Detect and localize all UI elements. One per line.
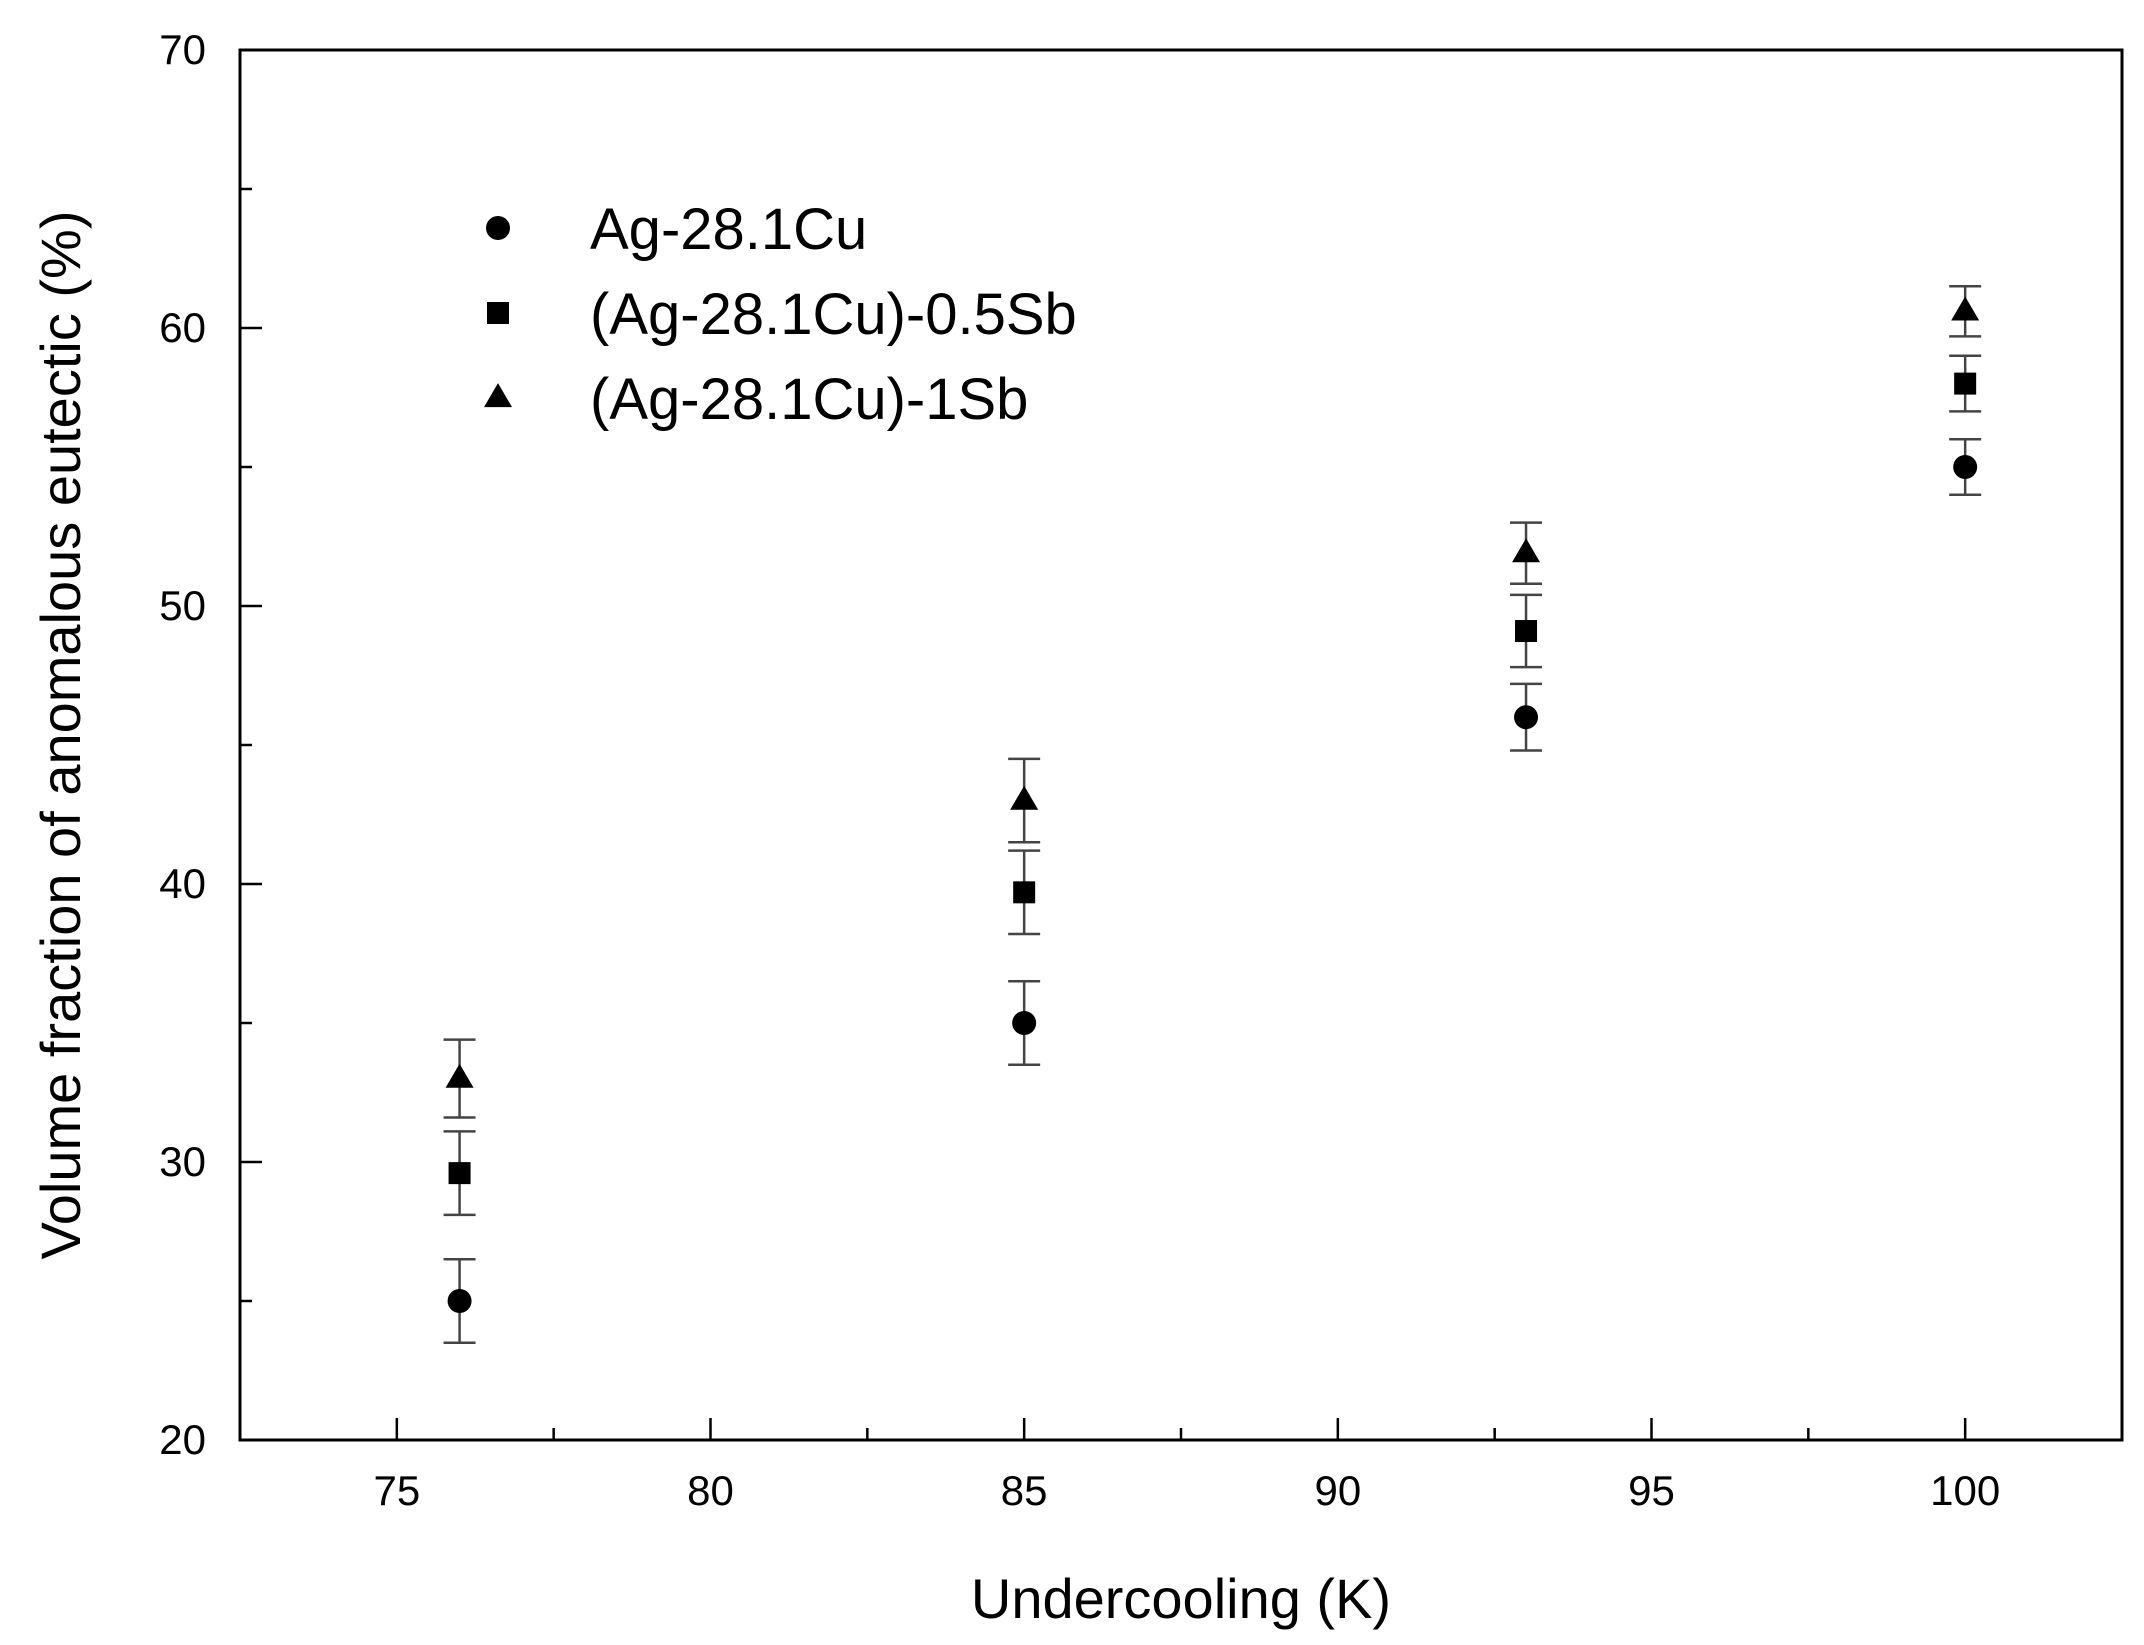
plot-border [238, 48, 2124, 1442]
x-tick-label: 75 [373, 1467, 420, 1514]
y-tick-label: 70 [159, 26, 206, 73]
square-point [1013, 881, 1036, 904]
y-tick-label: 50 [159, 582, 206, 629]
legend-entry: (Ag-28.1Cu)-1Sb [590, 367, 1028, 432]
triangle-point [445, 1063, 474, 1088]
plot-frame [238, 48, 2124, 1442]
x-axis-label: Undercooling (K) [971, 1567, 1391, 1630]
square-point [1954, 372, 1977, 395]
x-tick-label: 100 [1930, 1467, 2000, 1514]
triangle-point [1512, 538, 1541, 563]
legend-entry: Ag-28.1Cu [590, 197, 867, 262]
y-tick-label: 40 [159, 860, 206, 907]
legend-circle-icon [486, 216, 510, 240]
x-axis: 75 80 85 90 95 100 [373, 1418, 2124, 1514]
circle-point [447, 1289, 472, 1313]
y-tick-label: 20 [159, 1416, 206, 1463]
legend-square-icon [487, 302, 509, 324]
square-point [448, 1162, 471, 1185]
x-tick-label: 85 [1001, 1467, 1048, 1514]
y-axis: 20 30 40 50 60 70 [159, 26, 262, 1463]
x-tick-label: 95 [1628, 1467, 1675, 1514]
circle-point [1514, 705, 1539, 730]
circle-point [1953, 455, 1978, 479]
y-tick-label: 60 [159, 304, 206, 351]
triangle-point [1951, 296, 1980, 321]
square-point [1515, 620, 1538, 643]
data-markers [445, 296, 1980, 1313]
legend-entry: (Ag-28.1Cu)-0.5Sb [590, 282, 1077, 347]
legend: Ag-28.1Cu (Ag-28.1Cu)-0.5Sb (Ag-28.1Cu)-1S… [484, 197, 1077, 432]
y-axis-label: Volume fraction of anomalous eutectic (%… [29, 211, 92, 1260]
triangle-point [1010, 785, 1039, 810]
circle-point [1012, 1011, 1037, 1035]
error-bars [443, 285, 1982, 1344]
x-tick-label: 80 [687, 1467, 734, 1514]
y-tick-label: 30 [159, 1138, 206, 1185]
x-tick-label: 90 [1314, 1467, 1361, 1514]
legend-triangle-icon [484, 383, 512, 408]
